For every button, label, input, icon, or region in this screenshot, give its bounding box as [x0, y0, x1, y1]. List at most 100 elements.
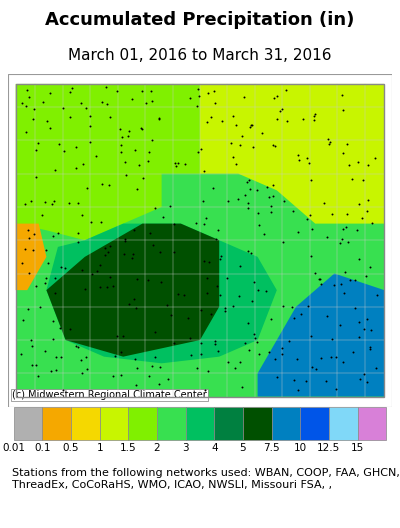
Point — [188, 351, 194, 360]
Point — [126, 126, 132, 135]
Point — [24, 86, 30, 95]
Point — [346, 161, 352, 169]
Point — [118, 140, 124, 149]
Point — [364, 315, 370, 323]
Point — [238, 383, 245, 391]
Point — [62, 263, 68, 272]
Point — [132, 354, 138, 363]
Point — [53, 353, 59, 362]
Point — [270, 93, 277, 102]
Point — [37, 303, 44, 311]
Point — [266, 348, 272, 356]
Point — [286, 336, 292, 345]
Point — [25, 226, 31, 234]
Text: 7.5: 7.5 — [263, 443, 280, 453]
Point — [160, 213, 166, 222]
Point — [58, 263, 65, 271]
Point — [224, 197, 231, 205]
Bar — [243, 407, 272, 440]
Point — [344, 210, 350, 219]
Point — [33, 282, 39, 291]
Point — [294, 355, 301, 363]
Point — [73, 143, 79, 152]
Point — [200, 197, 206, 205]
Point — [50, 232, 56, 240]
Point — [82, 104, 89, 112]
Text: 12.5: 12.5 — [317, 443, 340, 453]
Point — [303, 377, 310, 385]
Bar — [358, 407, 386, 440]
Polygon shape — [8, 74, 392, 407]
Point — [328, 353, 334, 362]
Point — [374, 290, 380, 299]
Text: 1: 1 — [96, 443, 103, 453]
Point — [237, 357, 244, 366]
Point — [306, 211, 313, 219]
Point — [168, 311, 174, 319]
Point — [340, 149, 346, 158]
Point — [102, 244, 108, 252]
Point — [206, 258, 212, 266]
Point — [122, 158, 128, 166]
Point — [363, 271, 370, 280]
Point — [158, 278, 165, 286]
Point — [263, 287, 269, 295]
Point — [217, 255, 223, 263]
Point — [130, 250, 136, 258]
Point — [104, 282, 110, 291]
Point — [252, 333, 258, 342]
Point — [344, 238, 351, 246]
Point — [56, 140, 62, 148]
Point — [134, 364, 140, 373]
Point — [29, 361, 35, 370]
Point — [340, 225, 346, 233]
Point — [146, 147, 152, 156]
Point — [152, 204, 158, 212]
Point — [212, 340, 218, 348]
Point — [272, 355, 278, 363]
Point — [304, 214, 310, 223]
Point — [364, 207, 370, 215]
Point — [212, 337, 218, 345]
Point — [30, 115, 36, 123]
Point — [140, 174, 146, 182]
Point — [341, 288, 347, 297]
Point — [29, 342, 36, 351]
Point — [298, 310, 304, 318]
Point — [110, 282, 116, 290]
Point — [26, 92, 32, 101]
Point — [242, 339, 249, 347]
Point — [198, 144, 204, 153]
Point — [228, 139, 234, 147]
Point — [138, 87, 145, 96]
Point — [74, 199, 81, 208]
Point — [270, 141, 276, 149]
Point — [309, 224, 315, 233]
Point — [155, 115, 162, 124]
Polygon shape — [16, 224, 46, 290]
Point — [249, 143, 256, 151]
Point — [274, 373, 281, 382]
Point — [323, 376, 329, 385]
Point — [312, 110, 318, 119]
Point — [216, 290, 223, 299]
Point — [28, 196, 34, 205]
Point — [84, 184, 90, 192]
Point — [245, 319, 251, 327]
Point — [344, 140, 350, 149]
Point — [244, 178, 250, 186]
Point — [172, 159, 179, 168]
Point — [256, 350, 262, 358]
Point — [296, 156, 302, 164]
Point — [245, 199, 251, 207]
Point — [205, 366, 212, 375]
Point — [310, 116, 317, 124]
Point — [201, 167, 207, 175]
Point — [217, 252, 224, 260]
Point — [268, 202, 274, 211]
Point — [356, 254, 362, 263]
Point — [33, 146, 39, 154]
Point — [43, 274, 50, 282]
Point — [236, 291, 242, 300]
Point — [23, 101, 29, 110]
